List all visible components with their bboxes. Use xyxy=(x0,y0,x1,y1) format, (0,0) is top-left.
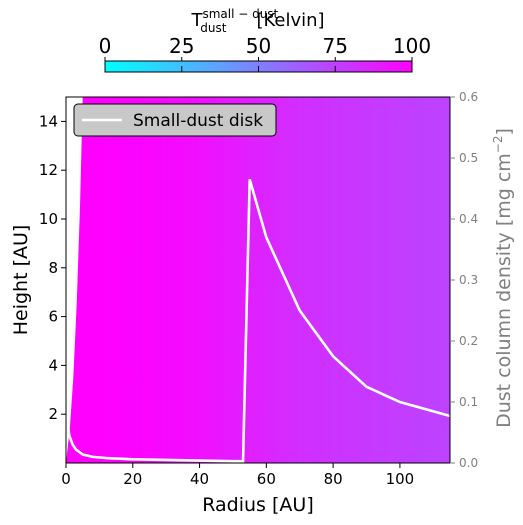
x-axis-label: Radius [AU] xyxy=(202,494,313,516)
y-right-tick-label: 0.3 xyxy=(459,273,478,287)
y-right-tick-label: 0.4 xyxy=(459,212,478,226)
y-right-tick-label: 0.5 xyxy=(459,151,478,165)
y-right-tick-label: 0.2 xyxy=(459,334,478,348)
colorbar-tick-label: 50 xyxy=(246,34,271,58)
y-axis-left-ticks: 2 4 6 8 10 12 14 xyxy=(39,112,66,423)
x-tick-label: 100 xyxy=(386,470,415,488)
y-axis-left-label: Height [AU] xyxy=(10,225,32,336)
legend-entry-label: Small-dust disk xyxy=(133,111,263,131)
colorbar-tick-label: 75 xyxy=(323,34,348,58)
plot-area xyxy=(65,96,451,464)
y-left-tick-label: 8 xyxy=(48,259,58,277)
y-left-tick-label: 6 xyxy=(48,308,58,326)
temperature-heatmap xyxy=(66,97,450,463)
x-tick-label: 80 xyxy=(324,470,343,488)
x-tick-label: 0 xyxy=(61,470,71,488)
colorbar-tick-label: 0 xyxy=(99,34,112,58)
y-left-tick-label: 12 xyxy=(39,161,58,179)
y-left-tick-label: 2 xyxy=(48,405,58,423)
colorbar-tick-label: 100 xyxy=(393,34,431,58)
colorbar-ticks: 0 25 50 75 100 xyxy=(99,34,431,72)
x-tick-label: 40 xyxy=(190,470,209,488)
legend: Small-dust disk xyxy=(73,103,277,137)
y-right-tick-label: 0.6 xyxy=(459,90,478,104)
y-left-tick-label: 14 xyxy=(39,112,58,130)
y-right-tick-label: 0.1 xyxy=(459,395,478,409)
y-left-tick-label: 4 xyxy=(48,356,58,374)
y-axis-right-ticks: 0.0 0.1 0.2 0.3 0.4 0.5 0.6 xyxy=(450,90,478,470)
colorbar-tick-label: 25 xyxy=(169,34,194,58)
unfilled-region xyxy=(66,97,83,463)
y-right-tick-label: 0.0 xyxy=(459,456,478,470)
colorbar-title: Tsmall − dust dust [Kelvin] xyxy=(190,7,324,35)
y-axis-right-label: Dust column density [mg cm−2] xyxy=(491,128,515,428)
colorbar: Tsmall − dust dust [Kelvin] 0 25 50 75 100 xyxy=(99,7,431,73)
y-left-tick-label: 10 xyxy=(39,210,58,228)
legend-box xyxy=(73,103,277,137)
x-tick-label: 20 xyxy=(123,470,142,488)
x-tick-label: 60 xyxy=(257,470,276,488)
x-axis-ticks: 0 20 40 60 80 100 xyxy=(61,463,414,488)
small-dust-disk-line xyxy=(66,178,450,463)
